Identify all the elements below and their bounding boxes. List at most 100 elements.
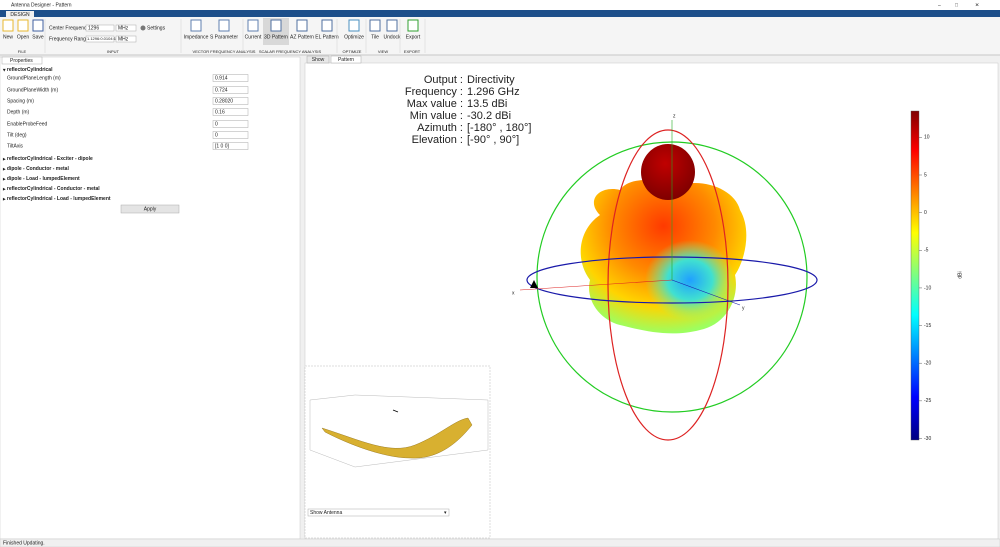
main-lobe — [641, 144, 695, 200]
property-input[interactable] — [212, 74, 249, 82]
info-label: Max value : — [407, 98, 463, 110]
button-icon[interactable] — [270, 19, 282, 32]
range-unit: MHz — [118, 36, 129, 42]
button-label: 3D Pattern — [264, 34, 288, 40]
group-name: reflectorCylindrical — [7, 67, 53, 73]
window-title: Antenna Designer - Pattern — [11, 2, 72, 8]
property-input[interactable] — [212, 142, 249, 150]
button-label: AZ Pattern — [290, 34, 314, 40]
section-label: OPTIMIZE — [343, 49, 362, 54]
pattern-tab-label: Pattern — [338, 57, 354, 63]
axis-label-x: x — [512, 290, 515, 296]
tab-strip — [0, 10, 1000, 17]
center-unit-dropdown[interactable] — [115, 24, 137, 32]
colorbar-tick-label: -5 — [924, 248, 929, 254]
button-icon[interactable] — [2, 19, 14, 32]
section-name: dipole - Conductor - metal — [7, 166, 70, 172]
info-value: [-180° , 180°] — [467, 122, 531, 134]
section-name: reflectorCylindrical - Load - lumpedElem… — [7, 196, 111, 202]
settings-icon[interactable] — [140, 25, 146, 31]
section-name: reflectorCylindrical - Exciter - dipole — [7, 156, 93, 162]
button-icon[interactable] — [190, 19, 202, 32]
center-frequency-input[interactable] — [85, 24, 115, 32]
colorbar-tick-label: -20 — [924, 361, 931, 367]
preview-box — [309, 394, 489, 468]
property-value: 0.914 — [215, 75, 228, 81]
colorbar-tick-label: -10 — [924, 285, 931, 291]
colorbar: 10 5 0 -5 -10 -15 -20 -25 -30 dBi — [910, 110, 963, 442]
feed-marker — [530, 280, 538, 288]
button-icon[interactable] — [247, 19, 259, 32]
button-icon[interactable] — [17, 19, 29, 32]
center-frequency-label: Center Frequency — [49, 25, 90, 31]
range-unit-dropdown[interactable] — [115, 35, 137, 43]
property-input[interactable] — [212, 131, 249, 139]
y-axis — [671, 279, 741, 306]
section-header[interactable]: ▸ dipole - Load - lumpedElement — [2, 176, 80, 182]
button-icon[interactable] — [296, 19, 308, 32]
button-label: S Parameter — [210, 34, 238, 40]
property-label: EnableProbeFeed — [7, 121, 48, 127]
colorbar-tick-label: 10 — [924, 135, 930, 141]
section-header[interactable]: ▸ reflectorCylindrical - Exciter - dipol… — [2, 156, 93, 162]
properties-tab-label: Properties — [10, 58, 33, 64]
preview-dropdown[interactable] — [307, 508, 450, 517]
info-label: Elevation : — [412, 134, 463, 146]
section-label: VIEW — [378, 49, 388, 54]
info-value: 1.296 GHz — [467, 86, 520, 98]
property-label: Tilt (deg) — [7, 132, 27, 138]
toolbar-buttons: New Open Save Impedance S Parameter Current 3D… — [2, 18, 421, 45]
pattern-info: Output : Directivity Frequency : 1.296 GHz M… — [405, 74, 532, 146]
button-icon[interactable] — [369, 19, 381, 32]
button-label: New — [3, 34, 13, 40]
section-header[interactable]: ▸ dipole - Conductor - metal — [2, 166, 69, 172]
dropdown-arrow: ▾ — [444, 510, 447, 516]
section-header[interactable]: ▸ reflectorCylindrical - Load - lumpedEl… — [2, 196, 111, 202]
x-axis — [519, 279, 673, 291]
button-icon[interactable] — [218, 19, 230, 32]
property-input[interactable] — [212, 108, 249, 116]
design-tab[interactable] — [6, 11, 34, 17]
dipole — [392, 409, 399, 413]
info-value: Directivity — [467, 74, 515, 86]
pattern-tab[interactable] — [330, 55, 362, 64]
frequency-range-value: 1.1296:0.0104:1.4 — [87, 36, 120, 41]
property-rows: GroundPlaneLength (m) 0.914 GroundPlaneWid… — [2, 74, 249, 202]
info-label: Frequency : — [405, 86, 463, 98]
property-label: Depth (m) — [7, 109, 30, 115]
minimize[interactable]: – — [938, 2, 941, 8]
maximize[interactable]: □ — [955, 2, 958, 8]
frequency-range-label: Frequency Range — [49, 36, 89, 42]
button-label: Tile — [371, 34, 379, 40]
button-label: Current — [245, 34, 262, 40]
property-input[interactable] — [212, 120, 249, 128]
property-input[interactable] — [212, 97, 249, 105]
button-icon[interactable] — [32, 19, 44, 32]
preview-dropdown-label: Show Antenna — [310, 510, 342, 516]
axis-label-y: y — [742, 305, 745, 311]
info-value: -30.2 dBi — [467, 110, 511, 122]
colorbar-tick-label: -15 — [924, 323, 931, 329]
frequency-range-input[interactable] — [85, 35, 115, 43]
axis-label-z: z — [673, 113, 676, 119]
button-label: Export — [406, 34, 421, 40]
azimuth-cut — [607, 129, 729, 441]
properties-tab[interactable] — [1, 56, 43, 65]
show-tab[interactable] — [306, 55, 330, 64]
button-icon[interactable] — [407, 19, 419, 32]
properties-panel — [0, 56, 301, 540]
apply-button[interactable] — [120, 204, 180, 214]
property-label: Spacing (m) — [7, 98, 34, 104]
colorbar-tick-label: 0 — [924, 210, 927, 216]
section-label: FILE — [18, 49, 27, 54]
button-icon[interactable] — [321, 19, 333, 32]
info-value: 13.5 dBi — [467, 98, 507, 110]
section-header[interactable]: ▸ reflectorCylindrical - Conductor - met… — [2, 186, 100, 192]
property-input[interactable] — [212, 86, 249, 94]
close[interactable]: ✕ — [975, 2, 979, 8]
center-frequency-value: 1296 — [88, 25, 99, 31]
button-icon[interactable] — [386, 19, 398, 32]
title-bar — [0, 0, 1000, 10]
button-icon[interactable] — [348, 19, 360, 32]
